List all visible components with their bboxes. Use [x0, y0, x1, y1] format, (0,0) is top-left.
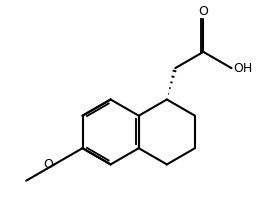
- Text: O: O: [199, 5, 208, 18]
- Text: O: O: [43, 158, 53, 171]
- Text: OH: OH: [233, 62, 252, 75]
